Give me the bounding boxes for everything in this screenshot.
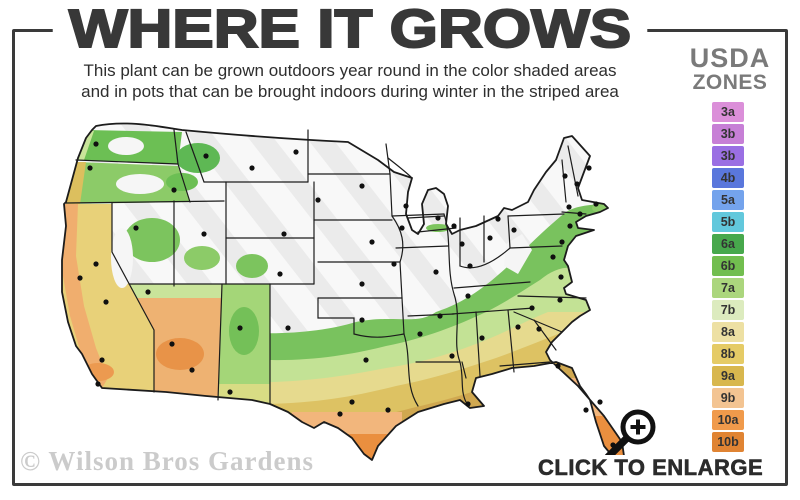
subtitle-line-1: This plant can be grown outdoors year ro… bbox=[83, 61, 617, 80]
usda-heading-line-2: ZONES bbox=[692, 71, 768, 94]
zone-swatch-7a: 7a bbox=[712, 278, 744, 298]
city-dots bbox=[77, 141, 616, 448]
zone-swatch-6a: 6a bbox=[712, 234, 744, 254]
page-title: WHERE IT GROWS bbox=[52, 0, 648, 59]
zone-swatch-3b: 3b bbox=[712, 146, 744, 166]
zone-swatch-3b: 3b bbox=[712, 124, 744, 144]
zone-swatch-3a: 3a bbox=[712, 102, 744, 122]
us-zones-map[interactable] bbox=[56, 116, 674, 472]
zone-swatch-5a: 5a bbox=[712, 190, 744, 210]
zone-swatch-8b: 8b bbox=[712, 344, 744, 364]
zone-swatch-9a: 9a bbox=[712, 366, 744, 386]
us-outline bbox=[61, 122, 625, 461]
state-borders bbox=[65, 129, 587, 407]
zone-swatch-4b: 4b bbox=[712, 168, 744, 188]
zone-legend: 3a 3b 3b 4b 5a 5b 6a 6b 7a 7b 8a 8b 9a 9b 10a 10b bbox=[712, 102, 744, 454]
zone-swatch-8a: 8a bbox=[712, 322, 744, 342]
click-to-enlarge-button[interactable]: CLICK TO ENLARGE bbox=[536, 455, 776, 481]
usda-zones-heading: USDA ZONES bbox=[688, 44, 772, 94]
magnifier-plus-icon[interactable] bbox=[598, 407, 662, 463]
subtitle: This plant can be grown outdoors year ro… bbox=[30, 60, 670, 102]
zone-swatch-5b: 5b bbox=[712, 212, 744, 232]
zone-swatch-9b: 9b bbox=[712, 388, 744, 408]
subtitle-line-2: and in pots that can be brought indoors … bbox=[81, 82, 619, 101]
usda-heading-line-1: USDA bbox=[689, 43, 771, 73]
us-zones-map-svg bbox=[61, 122, 625, 461]
zone-swatch-10b: 10b bbox=[712, 432, 744, 452]
zone-swatch-7b: 7b bbox=[712, 300, 744, 320]
watermark: © Wilson Bros Gardens bbox=[20, 446, 314, 476]
zone-swatch-10a: 10a bbox=[712, 410, 744, 430]
zone-swatch-6b: 6b bbox=[712, 256, 744, 276]
